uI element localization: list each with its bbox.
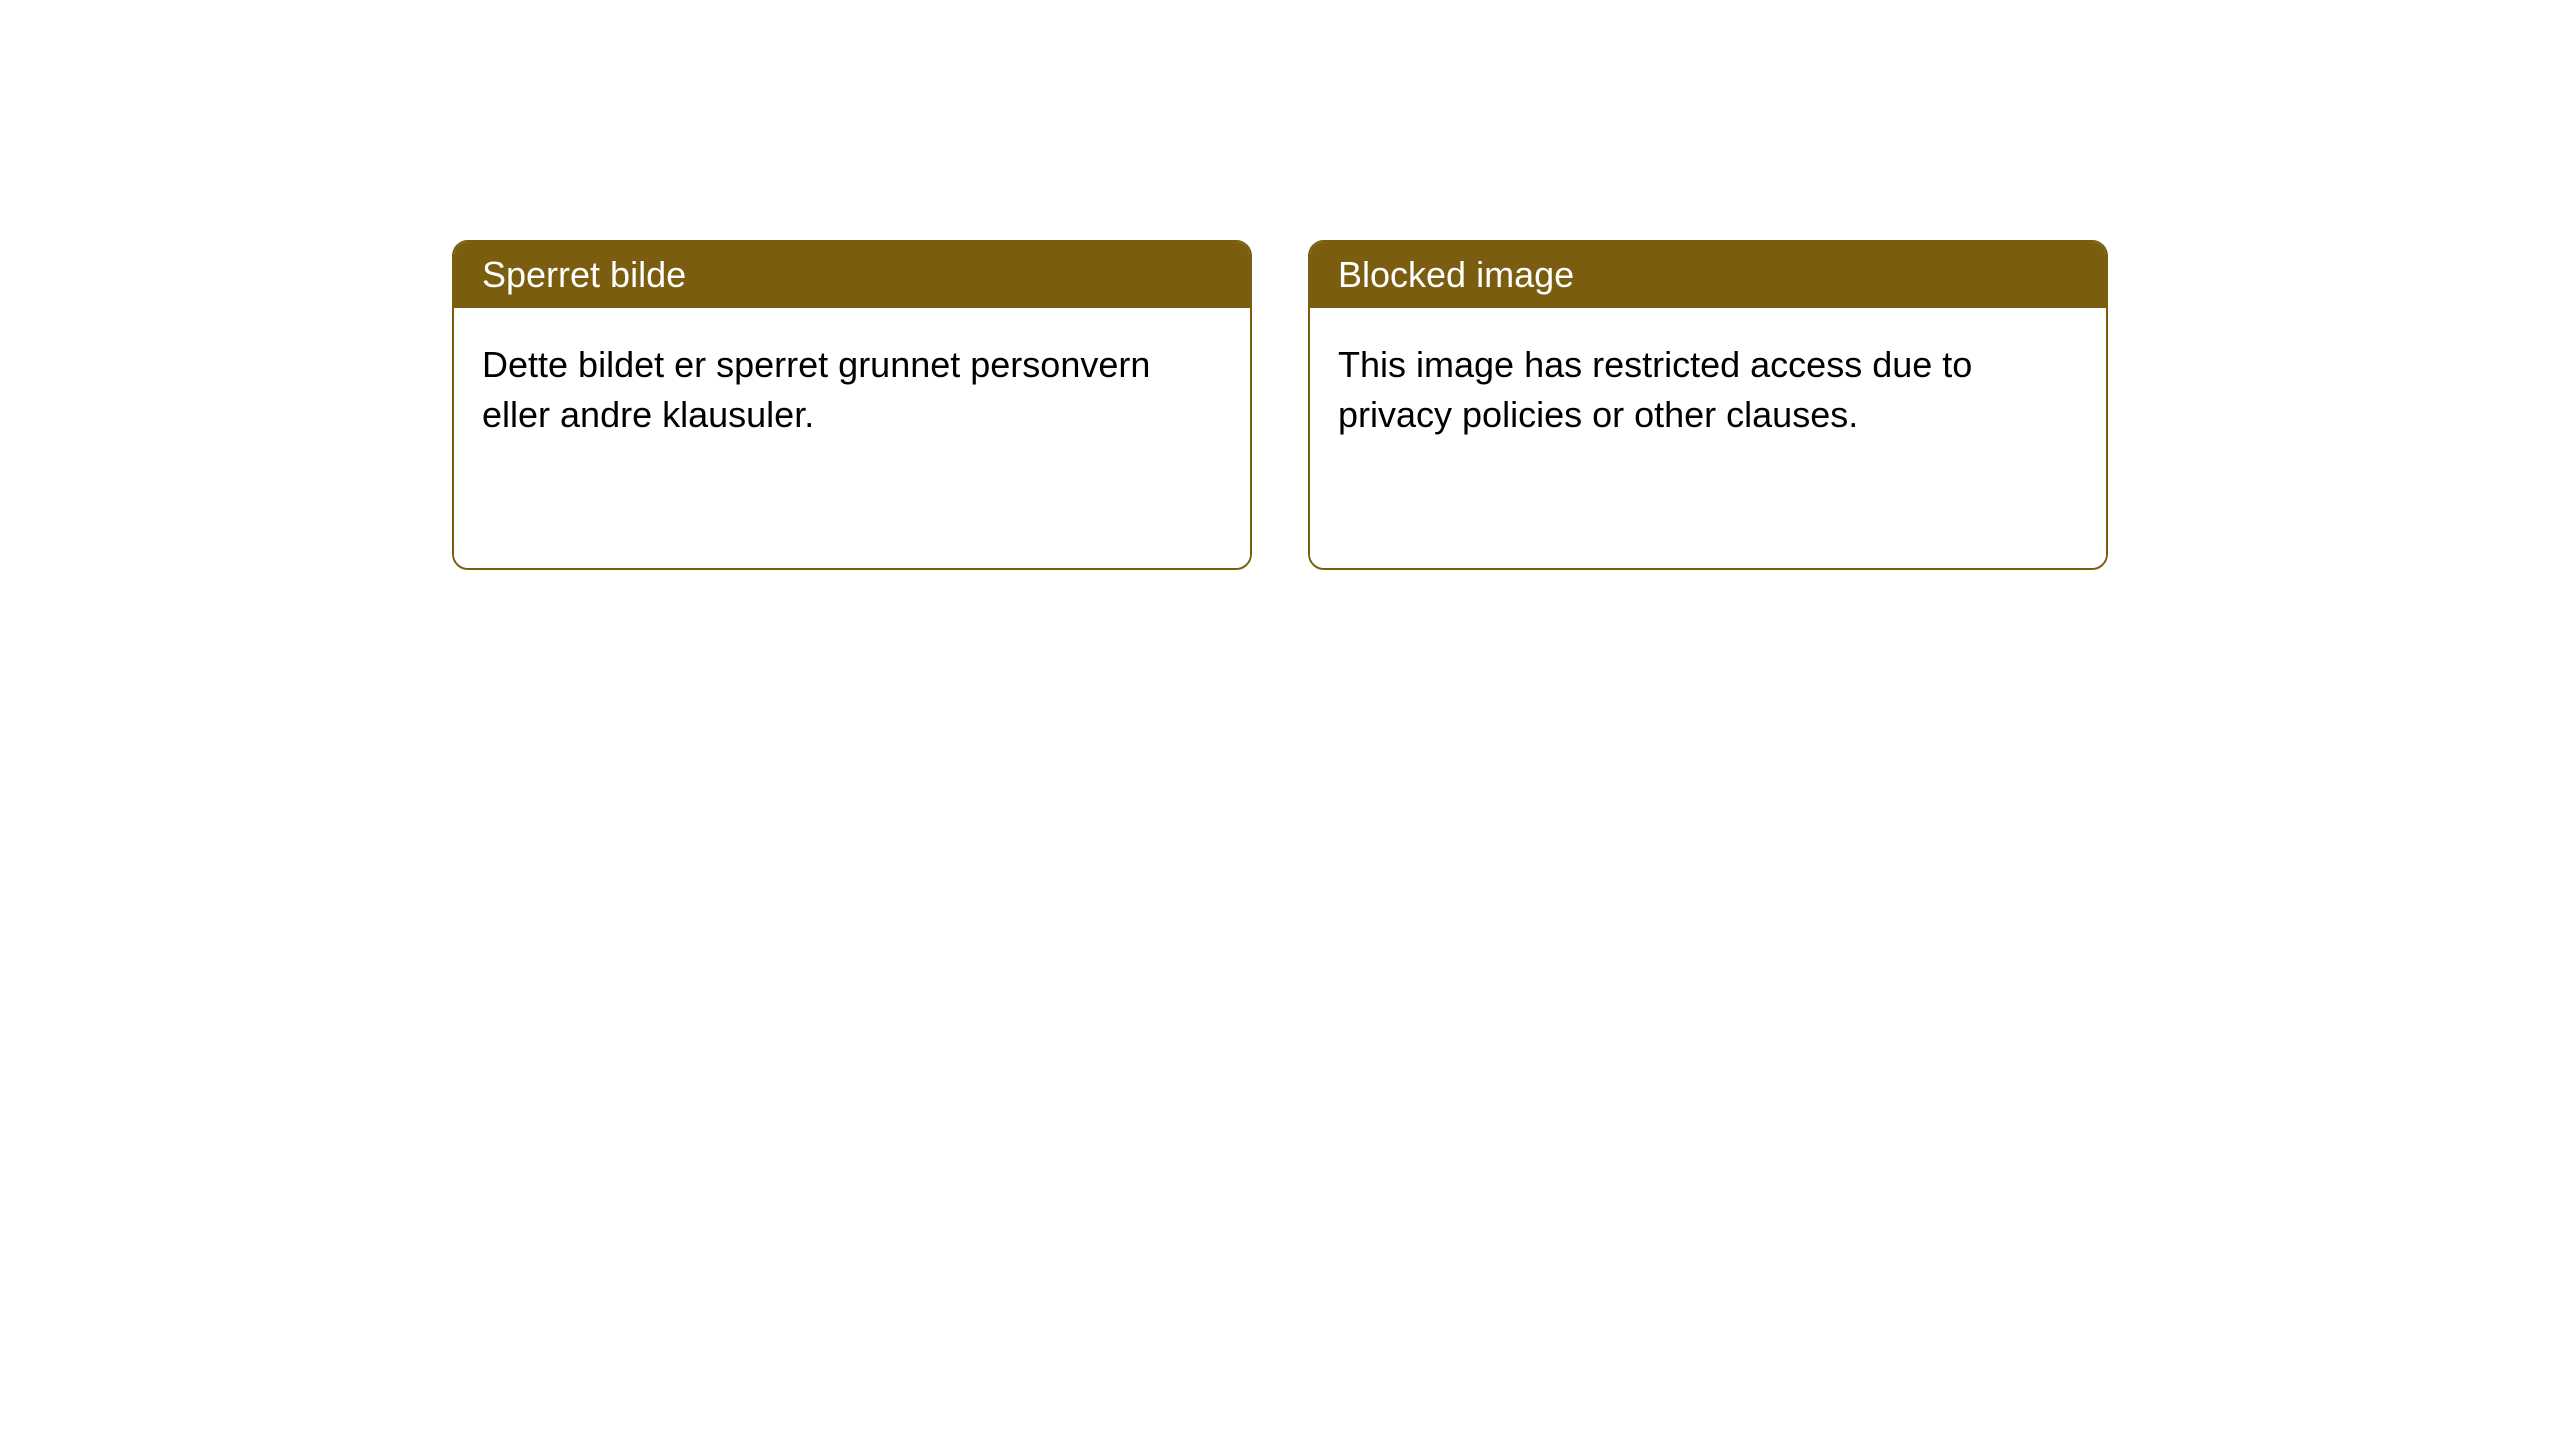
notice-header-english: Blocked image (1310, 242, 2106, 308)
notice-title-norwegian: Sperret bilde (482, 254, 686, 295)
notice-card-norwegian: Sperret bilde Dette bildet er sperret gr… (452, 240, 1252, 570)
notice-title-english: Blocked image (1338, 254, 1574, 295)
notice-header-norwegian: Sperret bilde (454, 242, 1250, 308)
notice-container: Sperret bilde Dette bildet er sperret gr… (452, 240, 2108, 1440)
notice-card-english: Blocked image This image has restricted … (1308, 240, 2108, 570)
notice-body-english: This image has restricted access due to … (1310, 308, 2106, 568)
notice-text-english: This image has restricted access due to … (1338, 344, 1972, 435)
notice-text-norwegian: Dette bildet er sperret grunnet personve… (482, 344, 1150, 435)
notice-body-norwegian: Dette bildet er sperret grunnet personve… (454, 308, 1250, 568)
